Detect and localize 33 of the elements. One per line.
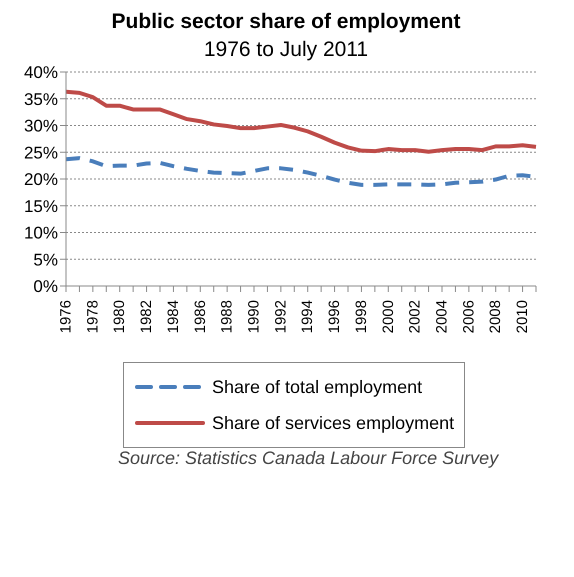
x-tick-label: 1996: [326, 300, 344, 334]
legend-label: Share of total employment: [212, 376, 422, 398]
x-tick-label: 2004: [434, 300, 450, 334]
chart-title: Public sector share of employment: [110, 10, 462, 34]
x-tick-label: 1982: [138, 300, 156, 334]
x-tick-label: 1992: [272, 300, 290, 334]
y-tick-label: 25%: [24, 143, 58, 162]
chart-subtitle: 1976 to July 2011: [202, 38, 370, 62]
line-series: [64, 90, 538, 154]
legend-label: Share of services employment: [212, 412, 454, 434]
x-tick-label: 1998: [352, 300, 370, 334]
x-tick-label: 2002: [406, 300, 424, 334]
x-tick-label: 2010: [514, 300, 532, 334]
y-tick-label: 40%: [24, 63, 58, 82]
y-tick-label: 35%: [24, 90, 58, 109]
x-tick-label: 1990: [246, 300, 262, 334]
y-tick-label: 30%: [24, 116, 58, 136]
y-tick-label: 15%: [24, 196, 58, 216]
x-tick-label: 1980: [111, 300, 128, 334]
x-tick-label: 1986: [192, 300, 209, 334]
x-tick-label: 1988: [218, 300, 236, 334]
x-tick-label: 2008: [487, 300, 504, 334]
x-tick-label: 1976: [58, 300, 74, 334]
x-tick-label: 1994: [299, 300, 316, 334]
y-tick-label: 10%: [24, 224, 58, 243]
y-tick-label: 20%: [24, 170, 58, 190]
x-tick-label: 1984: [164, 300, 182, 334]
y-tick-label: 0%: [33, 277, 58, 296]
x-tick-label: 1978: [84, 300, 102, 334]
source-note: Source: Statistics Canada Labour Force Survey: [118, 448, 500, 469]
x-tick-label: 2006: [460, 300, 478, 334]
y-tick-label: 5%: [33, 250, 58, 270]
x-tick-label: 2000: [380, 300, 397, 334]
